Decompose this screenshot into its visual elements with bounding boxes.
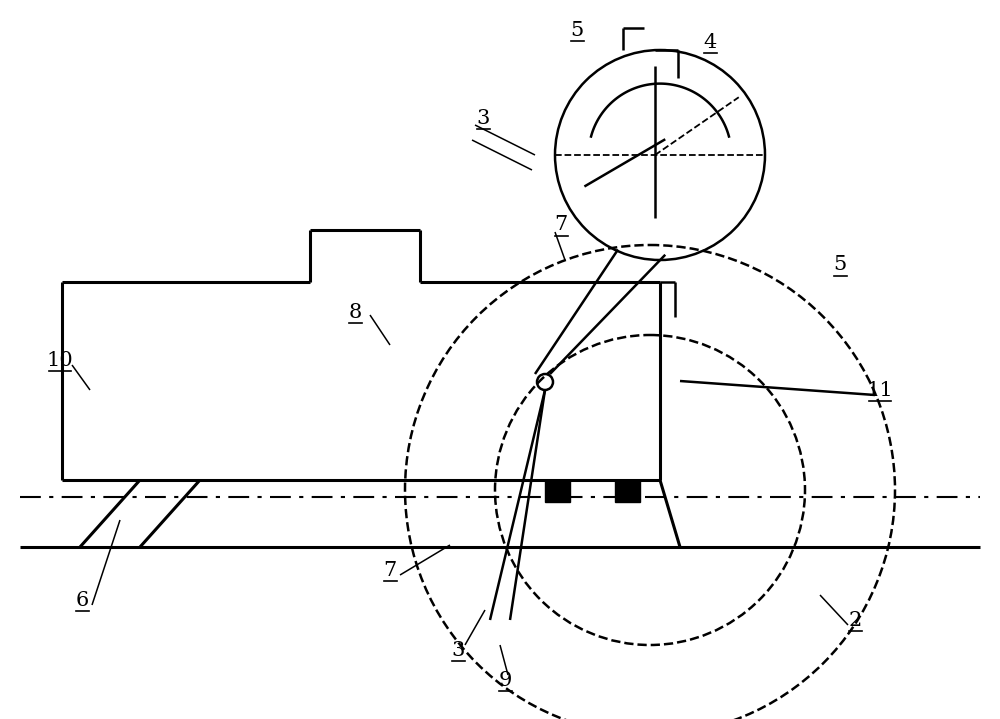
Bar — [545, 480, 570, 502]
Text: 5: 5 — [570, 21, 584, 40]
Text: 3: 3 — [451, 641, 465, 659]
Text: 10: 10 — [47, 350, 73, 370]
Text: 7: 7 — [554, 216, 568, 234]
Text: 7: 7 — [383, 561, 397, 580]
Text: 6: 6 — [75, 590, 89, 610]
Text: 4: 4 — [703, 32, 717, 52]
Bar — [615, 480, 640, 502]
Text: 2: 2 — [848, 610, 862, 630]
Text: 11: 11 — [867, 380, 893, 400]
Text: 8: 8 — [348, 303, 362, 321]
Text: 5: 5 — [833, 255, 847, 275]
Text: 3: 3 — [476, 109, 490, 127]
Text: 9: 9 — [498, 671, 512, 690]
